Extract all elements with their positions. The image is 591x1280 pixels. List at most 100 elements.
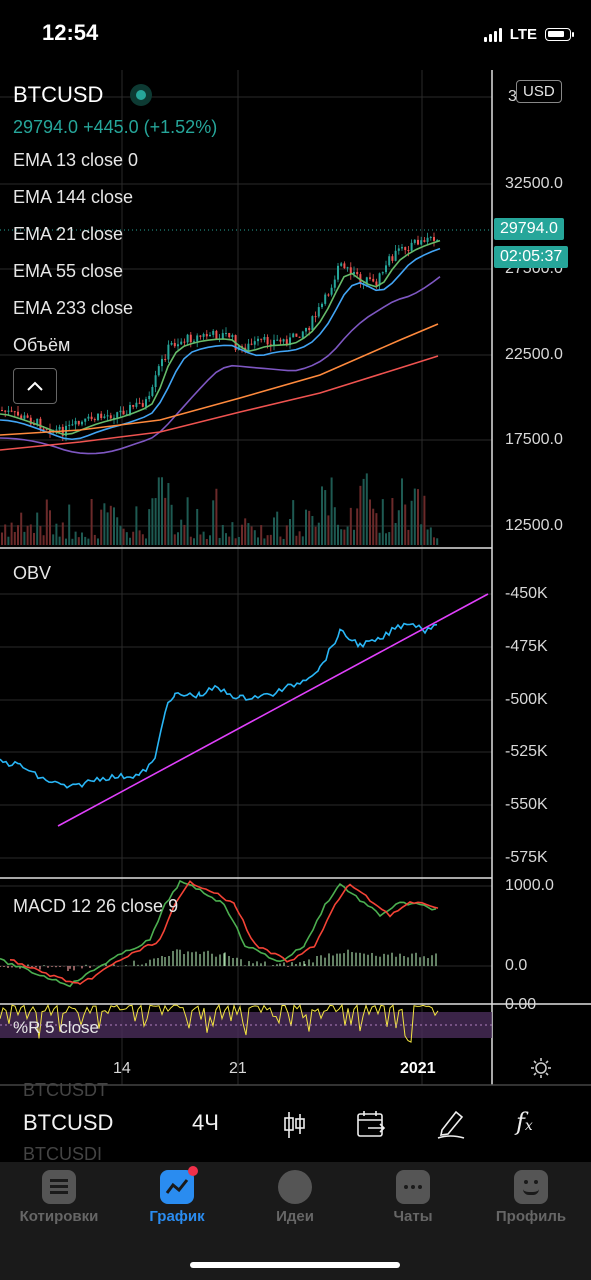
chevron-up-icon — [27, 381, 43, 391]
volume-bar — [423, 495, 426, 545]
volume-bar — [391, 498, 394, 545]
volume-bar — [263, 538, 266, 545]
chart-type-icon[interactable] — [282, 1110, 306, 1140]
volume-bar — [375, 513, 378, 545]
tab-profile[interactable]: Профиль — [472, 1170, 590, 1225]
obv-label[interactable]: OBV — [13, 563, 52, 583]
volume-bar — [186, 497, 189, 545]
tab-quotes[interactable]: Котировки — [0, 1170, 118, 1225]
volume-bar — [410, 500, 413, 545]
candle-body — [305, 327, 307, 332]
macd-label[interactable]: MACD 12 26 close 9 — [13, 896, 179, 916]
candle-body — [13, 411, 16, 413]
candle-body — [388, 256, 391, 266]
candle-body — [260, 338, 263, 340]
volume-bar — [4, 524, 7, 545]
indicator-ema21[interactable]: EMA 21 close — [13, 224, 124, 244]
volume-bar — [215, 488, 218, 545]
candle-body — [177, 344, 179, 347]
candle-body — [164, 358, 167, 360]
candle-body — [170, 342, 173, 345]
volume-bar — [13, 531, 16, 545]
candle-body — [116, 412, 119, 418]
candle-body — [333, 279, 336, 288]
volume-bar — [29, 524, 32, 545]
indicator-volume[interactable]: Объём — [13, 335, 71, 355]
indicator-ema55[interactable]: EMA 55 close — [13, 261, 124, 281]
ema144-line — [0, 323, 439, 436]
volume-bar — [333, 507, 336, 545]
candle-body — [23, 415, 26, 419]
volume-bar — [433, 537, 435, 545]
tab-label: Профиль — [495, 1208, 567, 1225]
volume-bar — [301, 536, 304, 545]
macd-tick: 0.0 — [505, 957, 528, 974]
compare-calendar-icon[interactable] — [356, 1110, 388, 1140]
candle-body — [26, 415, 29, 418]
collapse-legend-button[interactable] — [13, 368, 57, 404]
currency-badge[interactable]: USD — [516, 80, 562, 103]
chart-canvas[interactable] — [0, 70, 591, 1090]
volume-bar — [90, 498, 93, 545]
volume-bar — [119, 525, 122, 545]
candle-body — [87, 416, 90, 419]
obv-line — [0, 622, 438, 789]
candle-body — [375, 281, 378, 286]
symbol-selector[interactable]: BTCUSD — [23, 1110, 114, 1135]
settings-icon[interactable] — [530, 1057, 552, 1079]
candle-body — [68, 424, 71, 426]
symbol-title[interactable]: BTCUSD — [13, 82, 104, 107]
volume-bar — [241, 524, 243, 545]
time-tick: 21 — [229, 1060, 247, 1077]
candle-body — [295, 333, 298, 337]
home-indicator — [190, 1262, 400, 1268]
candle-body — [221, 333, 224, 339]
drawing-tools-icon[interactable] — [436, 1108, 466, 1140]
candle-body — [186, 334, 189, 343]
candle-body — [273, 339, 275, 346]
candle-body — [397, 248, 400, 251]
candle-body — [247, 343, 250, 352]
symbol-scroll-prev[interactable]: BTCUSDT — [23, 1080, 108, 1100]
volume-bar — [305, 509, 307, 545]
volume-bar — [407, 529, 410, 545]
volume-bar — [388, 532, 391, 545]
candle-body — [407, 250, 410, 252]
candle-body — [349, 267, 352, 275]
candle-body — [215, 330, 218, 339]
quotes-icon — [42, 1170, 76, 1204]
price-tick: 17500.0 — [505, 431, 563, 448]
volume-bar — [244, 518, 247, 545]
candle-body — [93, 419, 96, 421]
volume-bar — [196, 508, 199, 545]
symbol-scroll-next[interactable]: BTCUSDI — [23, 1144, 103, 1164]
candle-body — [276, 339, 279, 341]
price-tick-top: 3 — [508, 88, 517, 105]
volume-bar — [317, 522, 320, 545]
williams-label[interactable]: %R 5 close — [13, 1018, 99, 1037]
candle-body — [55, 429, 58, 431]
volume-bar — [212, 500, 215, 545]
candle-body — [196, 335, 199, 342]
volume-bar — [106, 512, 109, 545]
candle-body — [205, 334, 208, 337]
candle-body — [20, 415, 23, 419]
candle-body — [189, 334, 192, 343]
volume-bar — [385, 533, 387, 545]
timeframe-selector[interactable]: 4Ч — [192, 1110, 219, 1135]
tab-chats[interactable]: Чаты — [354, 1170, 472, 1225]
volume-bar — [65, 538, 67, 545]
candle-body — [337, 265, 339, 280]
ema21-line — [0, 247, 441, 441]
volume-bar — [42, 535, 45, 545]
indicator-ema13[interactable]: EMA 13 close 0 — [13, 150, 139, 170]
tab-chart[interactable]: График — [118, 1166, 236, 1225]
obv-tick: -450K — [505, 585, 548, 602]
tab-ideas[interactable]: Идеи — [236, 1170, 354, 1225]
candle-body — [401, 247, 403, 249]
indicator-ema144[interactable]: EMA 144 close — [13, 187, 134, 207]
indicators-fx-icon[interactable]: fx — [516, 1108, 533, 1136]
volume-bar — [77, 537, 80, 545]
time-tick: 14 — [113, 1060, 131, 1077]
indicator-ema233[interactable]: EMA 233 close — [13, 298, 134, 318]
